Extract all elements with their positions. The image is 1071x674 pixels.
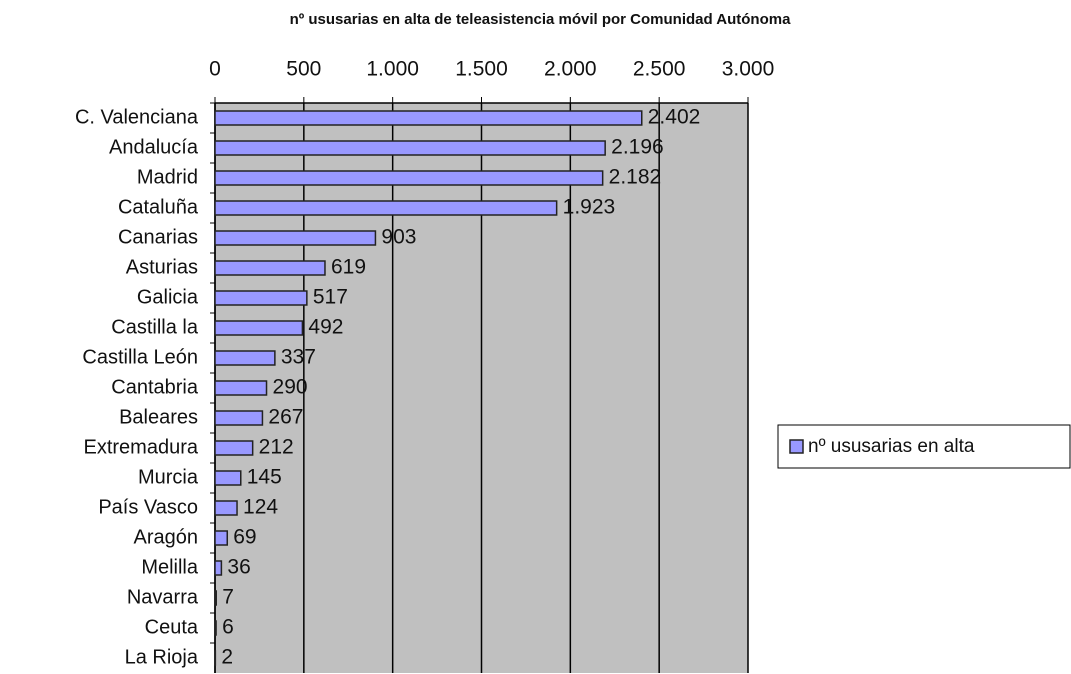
bar [214,260,326,276]
y-tick-label: Castilla León [82,346,198,368]
bar [214,170,604,186]
bar [214,530,229,546]
bar [214,590,217,606]
x-tick-label: 500 [286,58,321,81]
data-label: 619 [331,256,366,279]
y-tick-label: C. Valenciana [75,106,199,128]
y-tick-label: Cataluña [118,196,199,218]
x-tick-label: 2.000 [544,58,597,81]
bar [214,440,254,456]
data-label: 6 [222,616,234,639]
data-label: 145 [247,466,282,489]
data-label: 7 [222,586,234,609]
y-tick-label: Baleares [119,406,198,428]
legend-label: nº ususarias en alta [808,436,975,457]
data-label: 2.196 [611,136,664,159]
bar [214,200,558,216]
data-label: 2 [221,646,233,669]
bar [214,500,238,516]
data-label: 517 [313,286,348,309]
legend-box [777,424,1071,469]
data-label: 903 [381,226,416,249]
y-tick-label: Castilla la [111,316,199,338]
x-tick-label: 2.500 [633,58,686,81]
y-tick-label: Murcia [138,466,199,488]
bar [214,620,217,636]
chart-title: nº ususarias en alta de teleasistencia m… [290,11,792,28]
y-tick-label: Andalucía [109,136,199,158]
bar [214,290,308,306]
bar [214,380,268,396]
bar [214,350,276,366]
data-label: 267 [268,406,303,429]
bar [214,410,264,426]
y-tick-label: Madrid [137,166,198,188]
legend-swatch [789,439,804,454]
y-tick-label: Canarias [118,226,198,248]
y-tick-label: Melilla [141,556,199,578]
bar [214,470,242,486]
data-label: 69 [233,526,256,549]
x-tick-label: 0 [209,58,221,81]
data-label: 290 [273,376,308,399]
y-tick-label: Asturias [126,256,198,278]
legend: nº ususarias en alta [777,424,1071,469]
y-tick-label: Extremadura [84,436,199,458]
data-label: 2.182 [609,166,662,189]
y-tick-label: Ceuta [145,616,199,638]
y-tick-label: La Rioja [125,646,199,668]
data-label: 2.402 [648,106,701,129]
bar [214,230,377,246]
bar [214,560,223,576]
y-tick-label: Cantabria [111,376,199,398]
x-tick-label: 1.500 [455,58,508,81]
data-label: 36 [227,556,250,579]
y-tick-label: Aragón [134,526,199,548]
x-tick-label: 1.000 [366,58,419,81]
bar [214,110,643,126]
x-tick-label: 3.000 [722,58,775,81]
bar [214,140,606,156]
data-label: 492 [308,316,343,339]
data-label: 124 [243,496,278,519]
y-tick-label: Galicia [137,286,199,308]
bar [214,320,304,336]
y-tick-label: Navarra [127,586,199,608]
data-label: 1.923 [563,196,616,219]
y-tick-label: País Vasco [98,496,198,518]
data-label: 212 [259,436,294,459]
data-label: 337 [281,346,316,369]
